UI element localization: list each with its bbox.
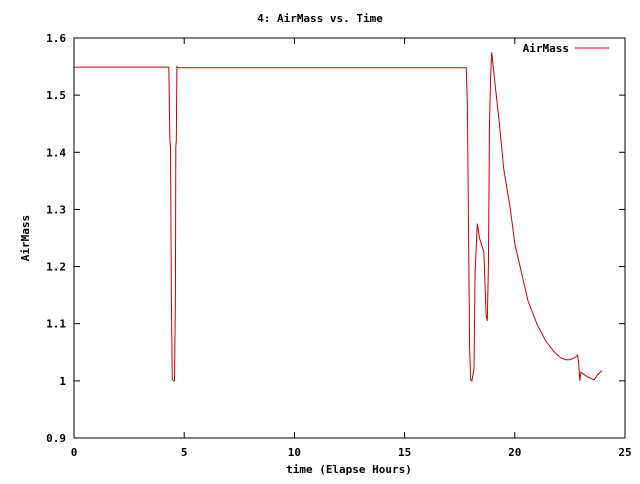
- y-tick-label: 1: [59, 375, 66, 388]
- y-tick-label: 1.6: [46, 32, 66, 45]
- y-tick-label: 1.5: [46, 89, 66, 102]
- chart-title: 4: AirMass vs. Time: [257, 12, 383, 25]
- series-group: [74, 52, 603, 382]
- x-tick-label: 15: [398, 446, 411, 459]
- plot-frame: [73, 37, 626, 439]
- y-tick-label: 1.2: [46, 261, 66, 274]
- legend-label-airmass: AirMass: [523, 42, 569, 55]
- legend: AirMass: [523, 42, 609, 55]
- series-line-airmass: [74, 52, 603, 382]
- y-tick-label: 0.9: [46, 432, 66, 445]
- x-axis-ticks: 0 5 10 15 20 25: [71, 38, 632, 459]
- x-tick-label: 10: [288, 446, 301, 459]
- x-tick-label: 5: [181, 446, 188, 459]
- y-tick-label: 1.4: [46, 146, 66, 159]
- x-tick-label: 20: [508, 446, 521, 459]
- x-tick-label: 0: [71, 446, 78, 459]
- x-axis-label: time (Elapse Hours): [286, 463, 412, 476]
- y-axis-label: AirMass: [19, 215, 32, 261]
- y-tick-label: 1.3: [46, 203, 66, 216]
- x-tick-label: 25: [618, 446, 631, 459]
- y-axis-ticks: 0.9 1 1.1 1.2 1.3 1.4 1.5 1.6: [46, 32, 625, 445]
- y-tick-label: 1.1: [46, 318, 66, 331]
